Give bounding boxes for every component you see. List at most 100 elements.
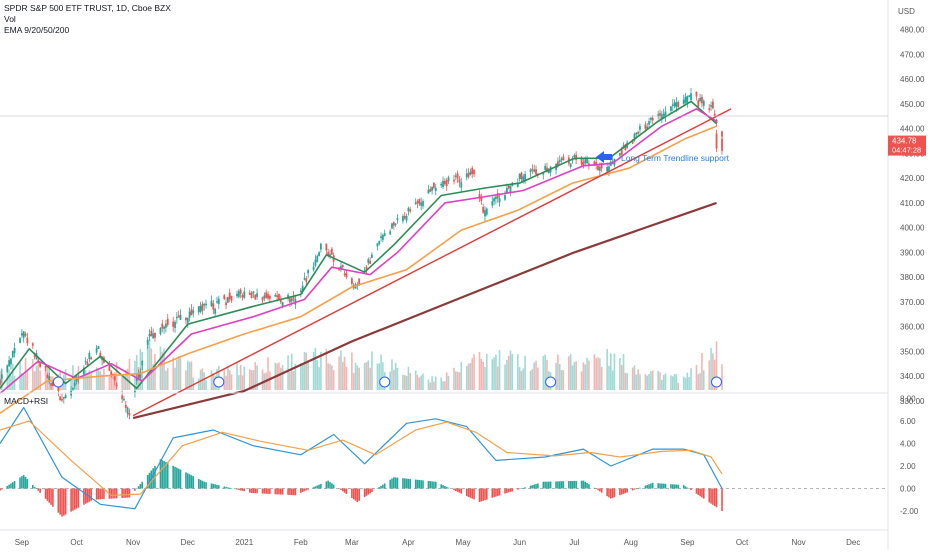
macd-histogram-bar [697,488,700,495]
macd-histogram-bar [701,488,703,498]
candle-body [141,361,144,366]
candle-body [402,216,404,222]
candle-body [391,223,393,229]
candle-body [165,323,167,328]
dividend-marker [545,376,557,388]
candle-body [524,173,526,180]
candle-body [299,290,302,292]
candle-body [649,117,652,120]
time-tick-label: Oct [736,538,749,547]
candle-body [254,294,257,300]
macd-histogram-bar [391,478,393,489]
series-ema-9 [0,100,718,390]
macd-histogram-bar [114,488,116,499]
macd-histogram-bar [467,488,470,497]
volume-bar [595,358,597,390]
volume-bar [699,373,701,390]
volume-bar [172,357,175,390]
dividend-marker [711,376,723,388]
time-tick-label: Nov [791,538,805,547]
price-tick-label: 410.00 [900,199,925,208]
time-tick-label: Dec [181,538,195,547]
candle-body [646,126,649,129]
candle-body [48,376,51,383]
volume-bar [593,354,596,390]
volume-bar [115,361,118,390]
candle-body [458,179,461,183]
volume-bar [331,365,333,390]
candle-body [217,298,220,304]
macd-histogram-bar [261,488,264,494]
macd-histogram-bar [316,485,319,489]
macd-histogram-bar [214,484,216,489]
volume-bar [442,381,444,390]
candle-body [507,185,510,189]
macd-histogram-bar [518,488,521,490]
candle-body [533,169,536,172]
volume-bar [469,363,472,390]
volume-bar [318,367,320,390]
macd-histogram-bar [402,478,404,489]
volume-bar [185,370,187,390]
series-macd [0,406,723,510]
macd-histogram-bar [569,480,572,489]
candle-body [569,163,572,167]
macd-histogram-bar [72,488,74,511]
candle-body [558,160,561,162]
time-tick-label: Aug [624,538,638,547]
macd-histogram-bar [496,488,499,496]
macd-histogram-bar [555,481,557,489]
volume-bar [702,370,705,390]
volume-bar [352,372,355,390]
candle-body [485,208,488,215]
volume-bar [163,348,165,390]
macd-histogram-bar [239,488,242,491]
volume-bar [498,350,501,390]
macd-histogram-bar [265,488,267,494]
macd-histogram-bar [236,488,238,490]
candle-body [648,121,650,125]
volume-bar [327,363,329,390]
volume-bar [701,353,703,390]
macd-histogram-bar [431,481,433,489]
macd-histogram-bar [460,488,463,494]
macd-histogram-bar [303,488,306,492]
volume-bar [394,362,397,390]
candle-body [433,182,435,188]
macd-histogram-bar [95,488,98,500]
candle-body [134,390,136,393]
volume-bar [455,371,457,390]
macd-histogram-bar [73,488,76,510]
legend-vol: Vol [4,14,16,24]
candle-body [59,396,62,401]
volume-bar [378,363,381,390]
volume-bar [684,378,687,390]
candle-body [110,371,113,376]
candle-body [460,182,463,188]
macd-histogram-bar [509,488,512,492]
volume-bar [32,359,34,390]
candle-body [329,254,331,257]
macd-histogram-bar [192,476,195,489]
macd-histogram-bar [59,488,61,515]
candle-body [673,102,676,107]
volume-bar [662,375,665,390]
macd-histogram-bar [63,488,65,516]
macd-histogram-bar [24,476,27,489]
candle-body [695,91,698,97]
volume-bar [493,357,495,390]
volume-bar [608,365,610,390]
price-tick-label: 480.00 [900,26,925,35]
volume-bar [403,375,406,390]
volume-bar [203,372,206,390]
macd-histogram-bar [418,479,421,489]
macd-histogram-bar [520,488,523,489]
price-tick-label: 390.00 [900,248,925,257]
volume-bar [230,374,233,390]
macd-histogram-bar [230,488,233,489]
volume-bar [159,346,162,390]
price-tick-label: 420.00 [900,174,925,183]
